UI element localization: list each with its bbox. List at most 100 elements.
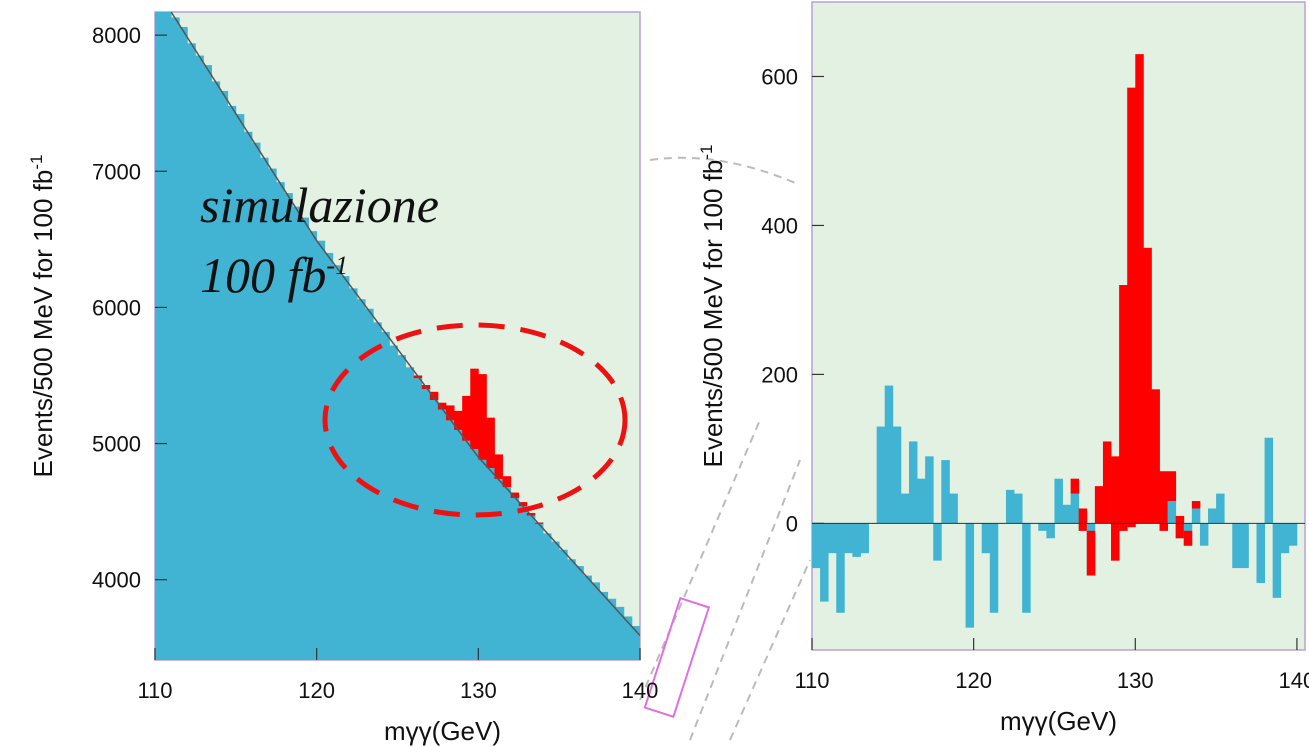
highlight-ellipse [322, 322, 628, 518]
bar [1199, 523, 1209, 546]
bar [429, 399, 439, 660]
bar [405, 367, 415, 660]
bar [203, 65, 212, 660]
bar [332, 265, 342, 660]
bar [179, 26, 188, 660]
bar [155, 12, 164, 660]
bar [478, 374, 487, 460]
chart: 4000 5000 6000 7000 8000 110 120 130 140 mγγ(GeV)… [27, 11, 659, 746]
bar [1005, 489, 1015, 524]
bar [171, 17, 180, 660]
x-tick-label: 140 [622, 678, 659, 703]
bar [300, 217, 309, 660]
bar [429, 391, 439, 400]
bar [1054, 478, 1063, 524]
bar [1240, 523, 1249, 569]
bar [1151, 389, 1160, 524]
bar [316, 240, 326, 660]
bar [163, 12, 172, 660]
bar [575, 566, 584, 660]
bar [900, 493, 910, 524]
bar [381, 331, 390, 660]
bar [235, 114, 245, 660]
bar [933, 523, 942, 561]
bar [462, 440, 471, 660]
bar [892, 426, 902, 524]
x-tick-label: 140 [1279, 668, 1309, 693]
bar [567, 559, 576, 660]
bar [1038, 523, 1047, 531]
bar [308, 231, 318, 660]
x-tick-label: 120 [955, 668, 992, 693]
bar [925, 456, 934, 524]
bar [949, 493, 958, 524]
bar [836, 523, 845, 613]
bar [518, 506, 528, 660]
bar [494, 454, 503, 479]
bar [876, 426, 886, 524]
bar [389, 345, 398, 660]
bar [1280, 523, 1290, 554]
chart: 0 200 400 600 110 120 130 140 mγγ(GeV) Events/500… [697, 1, 1309, 736]
bar [268, 168, 277, 660]
x-tick-label: 120 [298, 678, 335, 703]
bar [526, 515, 536, 660]
bar [349, 288, 358, 660]
bar [510, 492, 520, 498]
bar [812, 523, 821, 569]
bar [276, 182, 285, 660]
y-axis-label-main: Events/500 MeV for 100 fb [698, 160, 728, 468]
bar [454, 410, 463, 430]
bar [1070, 478, 1080, 494]
y-tick-label: 200 [761, 362, 798, 387]
bar [1272, 523, 1282, 598]
bar [324, 252, 334, 660]
bar [1159, 471, 1169, 531]
y-tick-label: 7000 [92, 159, 141, 184]
bar [510, 498, 520, 660]
bar [559, 549, 568, 660]
bar [1216, 493, 1225, 524]
bar [820, 523, 829, 602]
bar [1078, 508, 1088, 531]
bar [844, 523, 853, 554]
bar [1062, 504, 1072, 524]
bar [884, 385, 894, 524]
bar [623, 616, 633, 660]
bar [292, 206, 301, 660]
y-tick-label: 0 [786, 511, 798, 536]
bar [1256, 523, 1265, 583]
y-tick-label: 4000 [92, 568, 141, 593]
bar [1014, 493, 1023, 524]
bar [1046, 523, 1055, 539]
x-axis-label: mγγ(GeV) [1000, 706, 1117, 736]
y-axis-label-main: Events/500 MeV for 100 fb [28, 170, 58, 478]
bar [219, 90, 229, 660]
bar [965, 523, 975, 628]
bar [454, 429, 463, 660]
bar [195, 55, 204, 660]
bar [860, 523, 869, 554]
bar [631, 625, 640, 660]
bar [478, 459, 487, 660]
bar [1191, 501, 1201, 509]
bar [502, 476, 512, 488]
bar [365, 308, 374, 660]
bar [599, 591, 609, 660]
bar [470, 368, 479, 449]
bar [470, 448, 479, 660]
bar [941, 460, 950, 524]
y-axis-label: Events/500 MeV for 100 fb-1 [27, 155, 58, 478]
y-tick-label: 6000 [92, 295, 141, 320]
bar [227, 105, 237, 660]
bar [421, 389, 431, 660]
bar [446, 405, 455, 421]
plot-area [811, 1, 1306, 651]
bar [494, 478, 503, 660]
bar [397, 355, 406, 660]
bar [1102, 441, 1112, 524]
bar [615, 606, 625, 660]
bar [252, 142, 261, 660]
bar [828, 523, 837, 554]
